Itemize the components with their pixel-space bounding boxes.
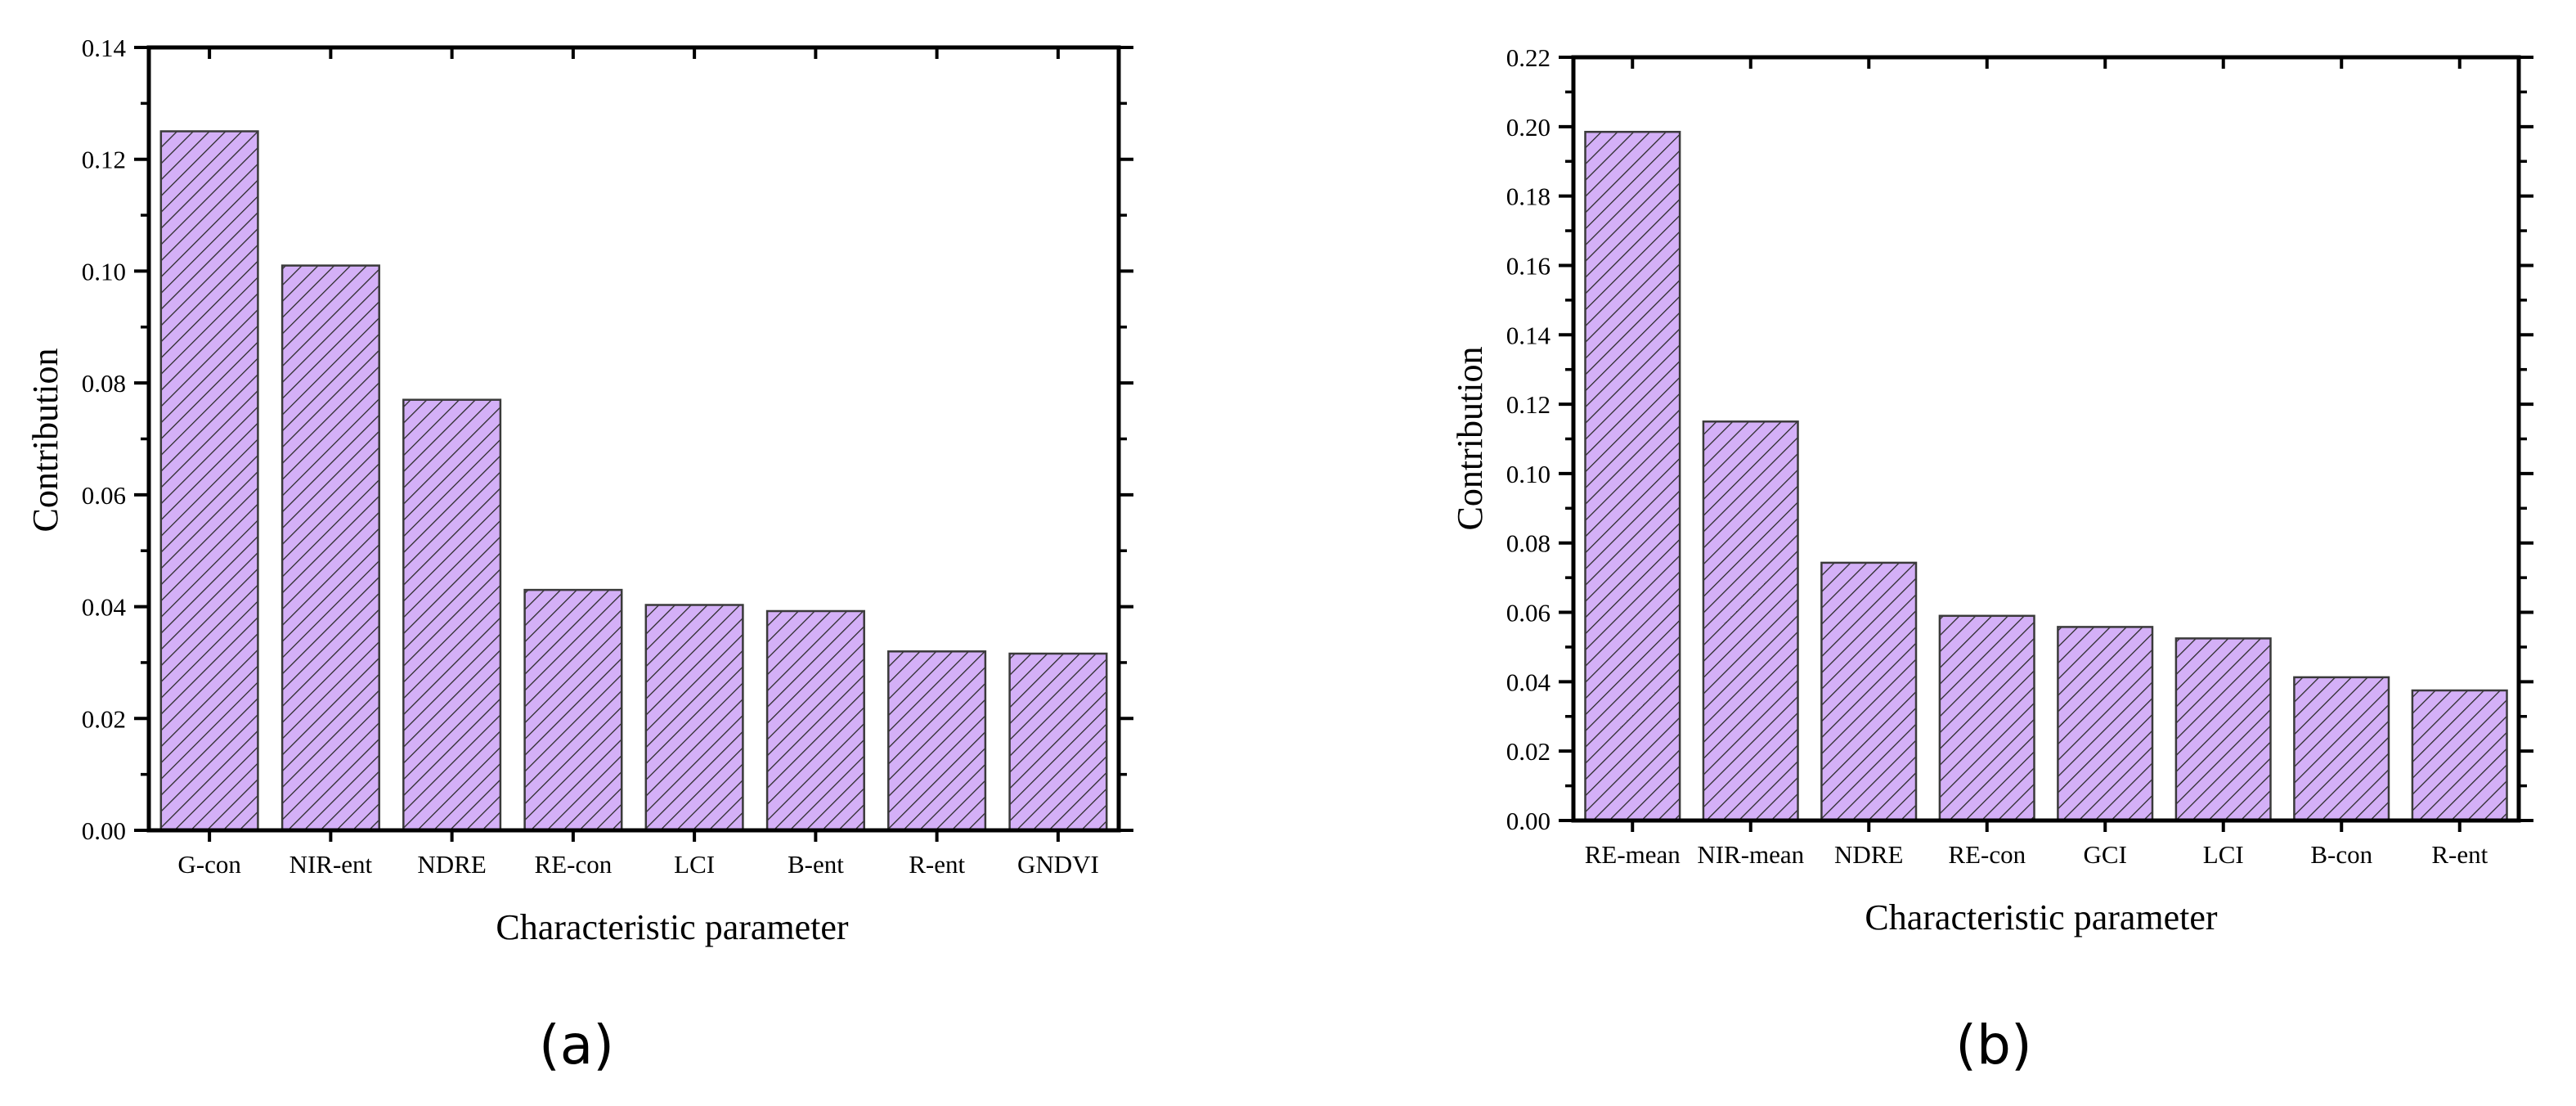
y-tick-label-b-11: 0.22	[1506, 43, 1551, 72]
y-ticks-b: 0.00 0.02 0.04 0.06 0.08 0.10 0.12 0.14 0.16 0.18…	[1506, 43, 2533, 835]
y-tick-label-a-6: 0.12	[82, 146, 126, 174]
x-tick-label-a-5: B-ent	[788, 850, 844, 879]
bar-b-1	[1702, 420, 1799, 822]
x-tick-label-b-7: R-ent	[2431, 840, 2488, 869]
x-tick-label-b-4: GCI	[2084, 840, 2127, 869]
y-tick-label-b-9: 0.18	[1506, 182, 1551, 211]
y-tick-label-a-3: 0.06	[82, 481, 126, 510]
y-tick-label-b-8: 0.16	[1506, 251, 1551, 280]
x-tick-label-a-0: G-con	[177, 850, 241, 879]
y-axis-label-a: Contribution	[25, 348, 65, 533]
bar-a-3	[523, 588, 623, 832]
y-tick-label-b-10: 0.20	[1506, 113, 1551, 142]
x-tick-label-a-3: RE-con	[535, 850, 613, 879]
y-tick-label-a-1: 0.02	[82, 704, 126, 733]
y-tick-label-a-2: 0.04	[82, 593, 127, 622]
bar-b-6	[2293, 676, 2390, 822]
y-tick-label-b-3: 0.06	[1506, 599, 1551, 627]
bar-a-4	[644, 604, 744, 832]
y-tick-label-a-0: 0.00	[82, 816, 126, 845]
x-axis-label-a: Characteristic parameter	[496, 907, 849, 947]
x-tick-label-b-3: RE-con	[1948, 840, 2026, 869]
x-tick-label-a-1: NIR-ent	[289, 850, 373, 879]
bar-a-0	[159, 130, 259, 832]
x-tick-label-b-6: B-con	[2310, 840, 2372, 869]
y-tick-label-a-4: 0.08	[82, 369, 126, 398]
bar-b-0	[1584, 130, 1681, 822]
bar-a-2	[402, 398, 502, 832]
y-tick-label-b-7: 0.14	[1506, 321, 1551, 349]
y-tick-label-b-0: 0.00	[1506, 807, 1551, 835]
x-tick-label-b-1: NIR-mean	[1697, 840, 1804, 869]
bar-b-2	[1820, 561, 1918, 822]
bar-a-6	[887, 650, 987, 832]
x-ticks-a: G-con NIR-ent NDRE RE-con LCI B-ent R-ent GNDVI	[177, 47, 1099, 879]
x-axis-label-b: Characteristic parameter	[1865, 897, 2218, 937]
x-tick-label-a-2: NDRE	[417, 850, 486, 879]
panel-label-a: (a)	[539, 1014, 614, 1077]
chart-panel-b: 0.00 0.02 0.04 0.06 0.08 0.10 0.12 0.14 0.16 0.18…	[1450, 43, 2533, 1077]
y-tick-label-b-2: 0.04	[1506, 668, 1551, 696]
bar-a-7	[1008, 652, 1108, 832]
chart-panel-a: 0.00 0.02 0.04 0.06 0.08 0.10 0.12 0.14 G-con NI…	[25, 34, 1133, 1077]
y-axis-label-b: Contribution	[1450, 347, 1490, 531]
bar-b-4	[2057, 626, 2154, 822]
y-tick-label-b-1: 0.02	[1506, 737, 1551, 766]
x-tick-label-b-2: NDRE	[1834, 840, 1903, 869]
y-tick-label-a-7: 0.14	[82, 34, 127, 62]
x-tick-label-a-4: LCI	[674, 850, 715, 879]
x-tick-label-a-7: GNDVI	[1017, 850, 1099, 879]
bar-b-5	[2174, 637, 2272, 822]
x-tick-label-b-5: LCI	[2203, 840, 2244, 869]
bar-b-7	[2411, 689, 2508, 822]
bars-a	[159, 130, 1108, 832]
y-tick-label-a-5: 0.10	[82, 257, 126, 285]
y-ticks-a: 0.00 0.02 0.04 0.06 0.08 0.10 0.12 0.14	[82, 34, 1133, 845]
x-ticks-b: RE-mean NIR-mean NDRE RE-con GCI LCI B-con R-en…	[1585, 57, 2488, 869]
y-tick-label-b-4: 0.08	[1506, 529, 1551, 558]
x-tick-label-b-0: RE-mean	[1585, 840, 1681, 869]
bars-b	[1584, 130, 2508, 822]
x-tick-label-a-6: R-ent	[909, 850, 965, 879]
y-tick-label-b-5: 0.10	[1506, 460, 1551, 488]
panel-label-b: (b)	[1955, 1014, 2031, 1077]
bar-a-5	[765, 609, 865, 832]
y-tick-label-b-6: 0.12	[1506, 390, 1551, 419]
bar-b-3	[1938, 614, 2035, 822]
bar-a-1	[280, 264, 380, 832]
